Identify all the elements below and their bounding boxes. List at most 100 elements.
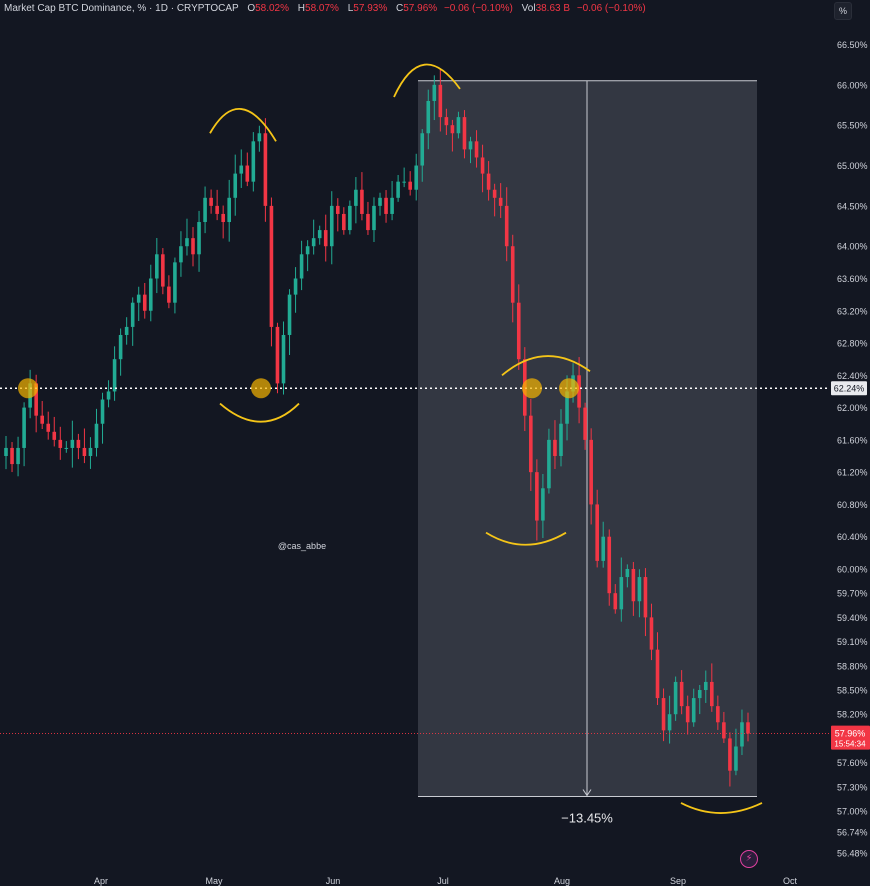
candle-body <box>685 706 690 723</box>
candle-body <box>553 439 557 457</box>
candle-body <box>673 681 678 715</box>
candle-body <box>329 205 334 247</box>
y-tick-label: 62.00% <box>837 403 868 413</box>
y-tick-label: 66.50% <box>837 40 868 50</box>
candle-body <box>492 189 497 198</box>
candle-body <box>269 205 274 327</box>
candle-body <box>155 254 159 279</box>
candle-body <box>227 197 232 223</box>
symbol-title: Market Cap BTC Dominance, % · 1D · CRYPT… <box>4 3 239 14</box>
candle-body <box>82 447 87 457</box>
candle-body <box>317 230 322 239</box>
candle-body <box>335 205 340 214</box>
top-arc-may <box>209 108 277 142</box>
candle-body <box>70 439 75 448</box>
candle-body <box>239 165 244 174</box>
x-tick-label: Aug <box>554 876 570 886</box>
candle-body <box>444 117 449 126</box>
candle-body <box>498 197 503 206</box>
y-tick-label: 60.40% <box>837 532 868 542</box>
candle-body <box>191 238 195 255</box>
candle-body <box>384 197 388 214</box>
candle-body <box>173 262 177 303</box>
y-tick-label: 59.40% <box>837 613 868 623</box>
close-value: 57.96% <box>403 3 438 14</box>
high-value: 58.07% <box>305 3 339 14</box>
y-tick-label: 62.40% <box>837 371 868 381</box>
candle-body <box>142 294 147 311</box>
candle-body <box>541 488 545 521</box>
y-tick-label: 62.80% <box>837 339 868 349</box>
candle-body <box>462 117 467 150</box>
candle-body <box>529 415 533 473</box>
candle-body <box>299 254 304 279</box>
candle-body <box>378 197 382 206</box>
candle-body <box>167 286 171 303</box>
candle-body <box>535 472 539 521</box>
level-price-box <box>831 381 867 396</box>
candle-body <box>203 197 207 223</box>
y-tick-label: 66.00% <box>837 80 868 90</box>
lightning-icon[interactable]: ⚡ <box>740 850 758 868</box>
candle-body <box>88 447 93 457</box>
candle-body <box>516 302 521 360</box>
candle-body <box>474 141 479 158</box>
candle-body <box>58 439 63 448</box>
candle-body <box>118 334 123 360</box>
candle-body <box>740 722 744 747</box>
y-tick-label: 57.60% <box>837 758 868 768</box>
candle-body <box>468 141 473 150</box>
candle-body <box>311 238 316 247</box>
y-tick-label: 58.20% <box>837 710 868 720</box>
candle-body <box>589 439 593 505</box>
candle-body <box>136 294 141 303</box>
candle-body <box>281 334 286 384</box>
candle-body <box>734 746 738 771</box>
y-tick-label: 57.30% <box>837 782 868 792</box>
candle-body <box>595 504 599 561</box>
candle-body <box>124 326 129 335</box>
candle-body <box>130 302 135 327</box>
candle-body <box>360 189 364 214</box>
y-tick-label: 59.10% <box>837 637 868 647</box>
candle-body <box>649 617 654 650</box>
y-tick-label: 65.50% <box>837 121 868 131</box>
candle-body <box>722 722 726 739</box>
y-tick-label: 58.80% <box>837 661 868 671</box>
candle-body <box>504 205 509 247</box>
y-tick-label: 61.20% <box>837 468 868 478</box>
candle-body <box>348 205 352 231</box>
candle-body <box>625 568 630 578</box>
chart-header: Market Cap BTC Dominance, % · 1D · CRYPT… <box>4 3 646 14</box>
y-tick-label: 56.74% <box>837 828 868 838</box>
candle-body <box>100 399 105 424</box>
candle-body <box>697 690 702 699</box>
y-tick-label: 60.00% <box>837 564 868 574</box>
candle-body <box>402 181 406 183</box>
percent-scale-button[interactable]: % <box>834 2 852 20</box>
measure-arrow-head <box>582 789 592 797</box>
volume-label: Vol <box>521 3 536 14</box>
candle-body <box>106 391 111 400</box>
candle-body <box>366 213 370 231</box>
candle-body <box>22 407 26 448</box>
candle-body <box>197 222 201 255</box>
candle-body <box>510 246 515 303</box>
candle-body <box>746 722 750 734</box>
candle-body <box>655 649 660 699</box>
candle-body <box>703 681 708 691</box>
candle-body <box>619 577 624 610</box>
candle-body <box>275 326 280 384</box>
candle-body <box>426 100 431 134</box>
candle-body <box>76 439 81 448</box>
bottom-arc-may <box>219 402 300 423</box>
candle-body <box>607 536 612 594</box>
level-touch-marker <box>18 378 38 399</box>
candle-body <box>10 447 14 465</box>
candle-body <box>396 181 400 198</box>
candles <box>4 69 750 787</box>
candle-body <box>486 173 491 190</box>
candle-body <box>432 84 437 101</box>
level-price-label: 62.24% <box>834 384 865 394</box>
